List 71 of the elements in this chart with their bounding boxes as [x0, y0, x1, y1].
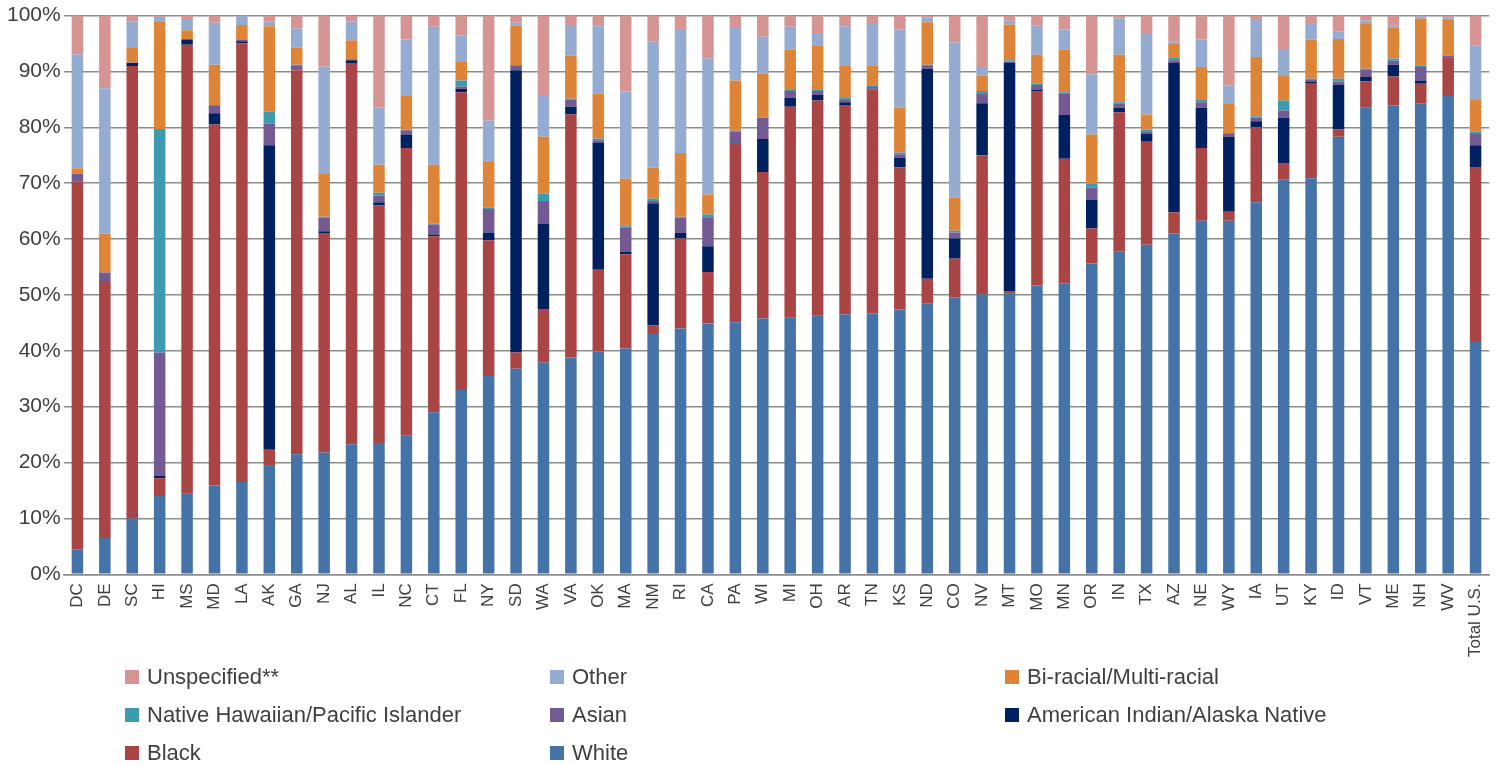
y-tick-label: 50% — [18, 281, 61, 305]
legend-label: American Indian/Alaska Native — [1027, 702, 1327, 728]
x-tick-label: WA — [533, 582, 553, 611]
y-tick-label: 70% — [18, 170, 61, 194]
x-tick-label: WV — [1437, 582, 1457, 611]
x-tick-label: AL — [341, 583, 361, 605]
y-tick-label: 20% — [18, 449, 61, 473]
x-tick-label: MD — [204, 583, 224, 610]
y-tick-label: 30% — [18, 393, 61, 417]
x-tick-label: MT — [999, 583, 1019, 608]
x-tick-label: VT — [1355, 583, 1375, 606]
x-tick-label: MS — [176, 583, 196, 609]
x-tick-label: KS — [889, 583, 909, 606]
x-tick-label: MN — [1054, 583, 1074, 610]
x-tick-label: ME — [1383, 583, 1403, 609]
legend-label: Unspecified** — [147, 664, 280, 690]
x-tick-label: NC — [396, 583, 416, 608]
x-tick-label: OR — [1081, 583, 1101, 609]
x-tick-label: ID — [1328, 583, 1348, 601]
x-tick-label: MA — [615, 582, 635, 609]
x-tick-label: GA — [286, 582, 306, 608]
x-tick-label: ND — [916, 583, 936, 608]
x-tick-label: WY — [1218, 583, 1238, 611]
y-tick-label: 60% — [18, 225, 61, 249]
y-tick-label: 0% — [30, 561, 61, 585]
x-tick-label: NM — [642, 583, 662, 610]
x-tick-label: TX — [1136, 583, 1156, 606]
x-tick-label: RI — [670, 583, 690, 601]
legend-label: Other — [572, 664, 628, 690]
x-tick-label: AK — [259, 582, 279, 606]
x-tick-label: CO — [944, 583, 964, 609]
y-tick-label: 10% — [18, 505, 61, 529]
x-tick-label: LA — [231, 582, 251, 605]
legend-label: Native Hawaiian/Pacific Islander — [147, 702, 462, 728]
y-tick-label: 80% — [18, 114, 61, 138]
x-tick-label: MO — [1026, 583, 1046, 611]
legend-label: Bi-racial/Multi-racial — [1027, 664, 1219, 690]
legend-label: Asian — [572, 702, 628, 728]
x-tick-label: TN — [862, 583, 882, 606]
x-tick-label: CA — [697, 582, 717, 607]
x-tick-label: PA — [725, 582, 745, 605]
x-tick-label: NV — [971, 582, 991, 607]
x-tick-label: AZ — [1163, 583, 1183, 606]
y-tick-label: 100% — [6, 2, 61, 26]
x-tick-label: OH — [807, 583, 827, 609]
x-tick-label: VA — [560, 582, 580, 605]
y-tick-label: 40% — [18, 337, 61, 361]
x-tick-label: OK — [587, 582, 607, 608]
x-tick-label: IN — [1108, 583, 1128, 601]
x-tick-label: MI — [779, 583, 799, 603]
x-tick-label: SC — [121, 583, 141, 607]
x-tick-label: FL — [450, 583, 470, 604]
x-tick-label: NH — [1410, 583, 1430, 608]
y-tick-label: 90% — [18, 58, 61, 82]
x-tick-label: CT — [423, 583, 443, 606]
x-tick-label: SD — [505, 583, 525, 607]
x-tick-label: NY — [478, 583, 498, 607]
x-tick-label: AR — [834, 583, 854, 607]
x-tick-label: Total U.S. — [1465, 583, 1485, 658]
x-tick-label: IL — [368, 583, 388, 598]
x-tick-label: NJ — [313, 583, 333, 605]
x-tick-label: HI — [149, 583, 169, 601]
x-tick-label: IA — [1245, 582, 1265, 600]
legend-label: Black — [147, 740, 201, 765]
x-tick-label: DC — [67, 583, 87, 608]
x-tick-label: WI — [752, 583, 772, 605]
x-tick-label: UT — [1273, 583, 1293, 606]
x-tick-label: KY — [1300, 583, 1320, 606]
legend-label: White — [572, 740, 629, 765]
x-tick-label: NE — [1191, 583, 1211, 607]
x-tick-label: DE — [94, 583, 114, 607]
